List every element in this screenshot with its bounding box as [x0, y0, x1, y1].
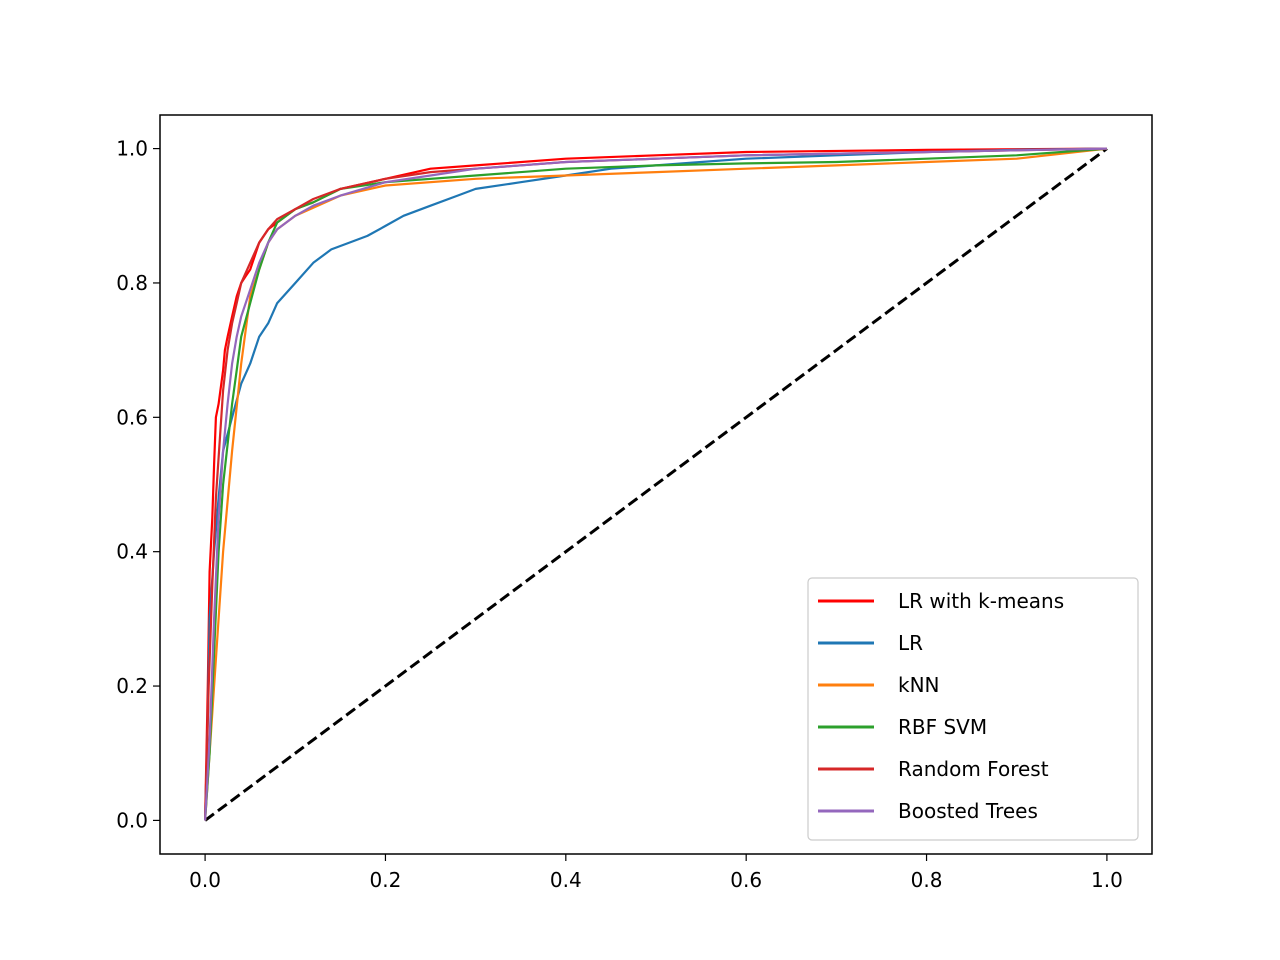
x-tick-label: 1.0 [1091, 868, 1123, 892]
legend-label-2: kNN [898, 673, 940, 697]
x-tick-label: 0.2 [370, 868, 402, 892]
y-axis: 0.0 0.2 0.4 0.6 0.8 1.0 [116, 137, 160, 832]
y-tick-label: 0.2 [116, 674, 148, 698]
reference-diagonal-line [204, 147, 1108, 822]
curves-layer [204, 147, 1108, 822]
x-tick-label: 0.6 [730, 868, 762, 892]
x-tick-label: 0.8 [911, 868, 943, 892]
plot-area-frame [159, 114, 1153, 855]
y-tick-label: 0.8 [116, 271, 148, 295]
series-line-0 [204, 147, 1107, 821]
legend-label-4: Random Forest [898, 757, 1049, 781]
legend-label-0: LR with k-means [898, 589, 1064, 613]
x-tick-label: 0.4 [550, 868, 582, 892]
legend-box [807, 577, 1139, 841]
legend-label-5: Boosted Trees [898, 799, 1038, 823]
legend-label-1: LR [898, 631, 923, 655]
x-tick-label: 0.0 [189, 868, 221, 892]
y-tick-label: 0.0 [116, 808, 148, 832]
legend-label-3: RBF SVM [898, 715, 987, 739]
series-line-3 [204, 147, 1107, 821]
y-tick-label: 1.0 [116, 137, 148, 161]
series-line-5 [204, 147, 1107, 821]
y-tick-label: 0.6 [116, 405, 148, 429]
series-line-2 [204, 147, 1108, 821]
legend: LR with k-means LR kNN RBF SVM Random Forest… [807, 577, 1139, 841]
x-axis: 0.0 0.2 0.4 0.6 0.8 1.0 [189, 854, 1123, 892]
y-tick-label: 0.4 [116, 540, 148, 564]
